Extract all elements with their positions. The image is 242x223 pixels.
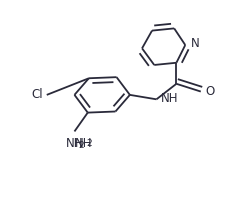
Text: N: N [191,37,200,50]
Text: 2: 2 [78,141,84,150]
Text: Cl: Cl [31,88,43,101]
Text: 2: 2 [87,138,92,148]
Text: NH: NH [161,92,178,105]
Text: NH: NH [75,137,92,150]
Text: O: O [205,85,214,98]
Text: NH: NH [66,137,83,150]
